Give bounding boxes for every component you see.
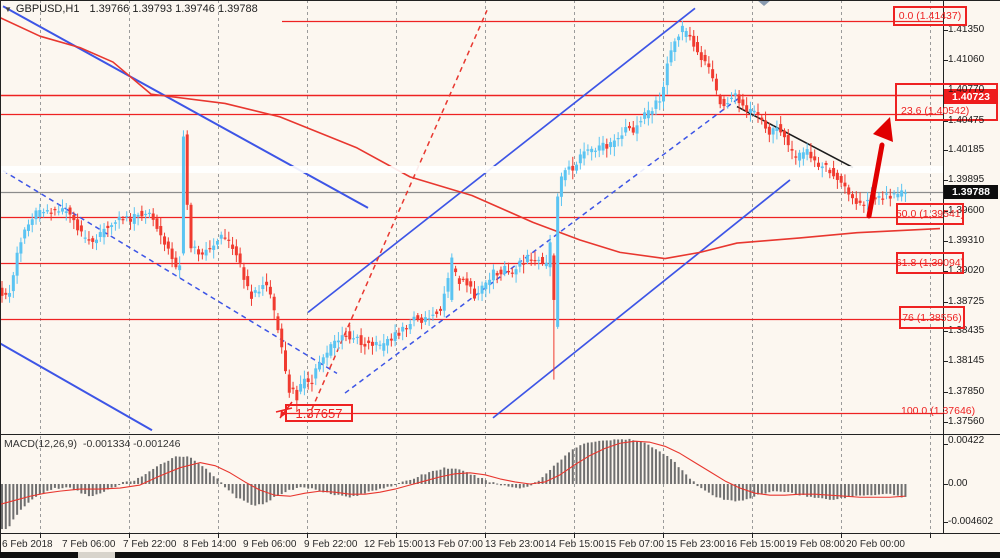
time-axis-label: 13 Feb 23:00 [485,539,544,550]
time-axis-label: 16 Feb 15:00 [726,539,785,550]
time-axis-label: 15 Feb 07:00 [605,539,664,550]
time-axis-label: 20 Feb 00:00 [846,539,905,550]
price-axis-label: 1.39020 [948,264,985,276]
price-axis-label: 1.40185 [948,144,985,156]
macd-name: MACD(12,26,9) [4,438,77,450]
window-bottom-bar [0,552,78,558]
time-axis-label: 9 Feb 22:00 [304,539,358,550]
price-axis-label: 1.41060 [948,53,985,65]
time-axis-label: 6 Feb 2018 [2,539,53,550]
price-axis-label: 1.38145 [948,355,985,367]
time-axis-label: 13 Feb 07:00 [424,539,483,550]
time-axis-label: 7 Feb 22:00 [123,539,177,550]
price-axis-label: 1.38725 [948,295,985,307]
fib-level-label[interactable]: 76 (1.38556) [899,306,965,329]
time-axis-label: 19 Feb 08:00 [786,539,845,550]
price-axis-label: 1.39310 [948,234,985,246]
window-bottom-bar [115,552,1000,558]
window-bottom-bar [78,552,115,558]
current-price-badge: 1.39788 [944,184,998,199]
time-axis-label: 7 Feb 06:00 [62,539,116,550]
hline-price-badge: 1.40723 [944,89,998,104]
time-axis-label: 9 Feb 06:00 [243,539,297,550]
macd-values: -0.001334 -0.001246 [82,438,181,450]
fib-level-label[interactable]: 50.0 (1.39541) [896,203,964,225]
fib-level-label[interactable]: 100.0 (1.37646) [901,405,976,417]
price-axis-label: 1.41350 [948,24,985,35]
macd-indicator-label: MACD(12,26,9) -0.001334 -0.001246 [4,438,180,450]
symbol-timeframe: GBPUSD,H1 [15,3,80,15]
price-axis-label: 1.40770 [948,83,985,95]
time-axis-label: 12 Feb 15:00 [364,539,423,550]
price-axis-label: 1.38435 [948,325,985,337]
price-axis-label: 1.40475 [948,114,985,126]
chart-title: ▼ GBPUSD,H1 1.39766 1.39793 1.39746 1.3978… [4,3,258,15]
price-axis-label: 1.37850 [948,386,985,397]
fib-level-label[interactable]: 61.8 (1.39094) [896,252,964,274]
swing-low-price-label[interactable]: 1.37657 [285,404,353,422]
time-axis-label: 15 Feb 23:00 [666,539,725,550]
price-axis-label: 1.37560 [948,415,985,427]
macd-axis-label: -0.004602 [948,516,994,527]
price-axis-label: 1.39895 [948,174,985,186]
fib-level-label[interactable]: 23.6 (1.40542) [901,105,970,117]
time-axis-label: 14 Feb 15:00 [545,539,604,550]
ohlc-values: 1.39766 1.39793 1.39746 1.39788 [89,3,258,15]
fib-level-label[interactable]: 0.0 (1.41437) [893,6,967,26]
macd-axis-label: 0.00 [948,478,968,489]
macd-axis-label: 0.00422 [948,434,985,446]
symbol-dropdown-icon[interactable]: ▼ [4,5,12,14]
price-axis-label: 1.39600 [948,205,985,216]
time-axis-label: 8 Feb 14:00 [183,539,237,550]
